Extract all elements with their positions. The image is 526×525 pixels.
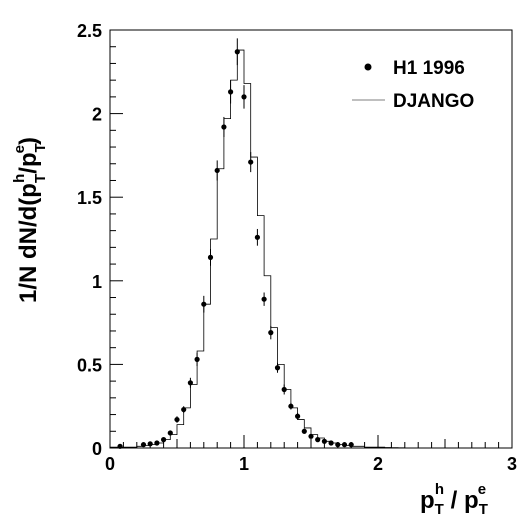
data-point	[301, 428, 307, 434]
x-axis-title: pTh / pTe	[420, 481, 488, 518]
data-point	[147, 441, 153, 447]
data-point	[140, 442, 147, 448]
data-point	[241, 94, 247, 100]
y-tick-label: 2.5	[77, 21, 102, 41]
data-point	[288, 403, 294, 409]
legend-marker-h1	[364, 63, 372, 71]
tick-labels: 0 1 2 3 0 0.5 1 1.5 2 2.5	[77, 21, 517, 474]
data-point	[181, 406, 187, 413]
django-step-line	[109, 49, 406, 449]
data-point	[221, 124, 227, 130]
legend-label-h1: H1 1996	[393, 58, 465, 79]
x-tick-label: 0	[105, 454, 115, 474]
x-tick-label: 2	[373, 454, 383, 474]
data-point	[161, 437, 167, 443]
data-point	[268, 330, 274, 336]
y-tick-label: 0.5	[77, 355, 102, 375]
data-point	[274, 365, 281, 371]
data-point	[341, 442, 348, 448]
x-tick-label: 3	[507, 454, 517, 474]
data-point	[348, 442, 354, 448]
data-point	[254, 234, 260, 240]
legend-label-django: DJANGO	[393, 91, 474, 112]
data-point	[194, 356, 200, 362]
data-point	[187, 380, 193, 386]
h1-data-points	[117, 38, 354, 449]
data-point	[248, 159, 254, 165]
data-point	[228, 89, 234, 95]
data-point	[214, 167, 220, 174]
y-tick-label: 2	[92, 105, 102, 125]
data-point	[321, 438, 327, 444]
legend: H1 1996 DJANGO	[352, 58, 474, 112]
data-point	[308, 433, 314, 439]
y-tick-label: 1.5	[77, 188, 102, 208]
y-tick-label: 0	[92, 439, 102, 459]
data-point	[295, 413, 301, 419]
data-point	[234, 49, 240, 55]
y-axis-title: 1/N dN/d(pTh/pTe)	[11, 137, 49, 303]
data-point	[117, 443, 123, 449]
data-point	[154, 440, 160, 446]
data-point	[335, 442, 341, 448]
data-point	[207, 254, 214, 260]
data-point	[167, 430, 173, 436]
y-tick-label: 1	[92, 272, 102, 292]
data-point	[328, 440, 334, 446]
data-point	[315, 437, 321, 443]
data-point	[201, 301, 207, 307]
x-tick-label: 1	[239, 454, 249, 474]
data-point	[261, 296, 267, 302]
data-point	[174, 416, 180, 423]
django-histogram	[109, 49, 406, 449]
data-point	[281, 386, 287, 393]
